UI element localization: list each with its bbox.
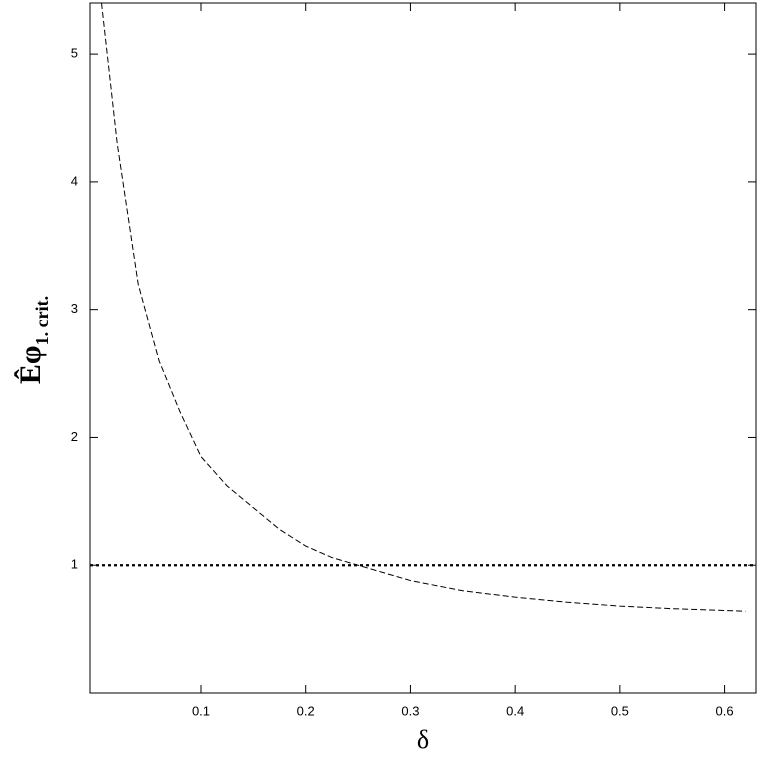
y-tick-label: 3: [71, 301, 78, 316]
x-tick-label: 0.1: [192, 703, 210, 718]
plot-frame: [89, 2, 757, 694]
y-tick-label: 5: [71, 46, 78, 61]
data-line: [101, 2, 746, 612]
y-tick-label: 4: [71, 173, 78, 188]
y-axis-label-subscript: 1. crit.: [32, 296, 52, 345]
y-tick-label: 1: [71, 557, 78, 572]
x-tick-label: 0.6: [716, 703, 734, 718]
y-axis-label: Êφ1. crit.: [14, 296, 52, 384]
x-tick-label: 0.2: [297, 703, 315, 718]
x-tick-label: 0.5: [611, 703, 629, 718]
x-tick-label: 0.3: [401, 703, 419, 718]
x-tick-label: 0.4: [506, 703, 524, 718]
x-axis-label: δ: [417, 725, 429, 754]
y-axis-label-main: Êφ: [14, 345, 47, 384]
y-axis-label-group: Êφ1. crit.: [14, 296, 52, 384]
y-tick-label: 2: [71, 429, 78, 444]
